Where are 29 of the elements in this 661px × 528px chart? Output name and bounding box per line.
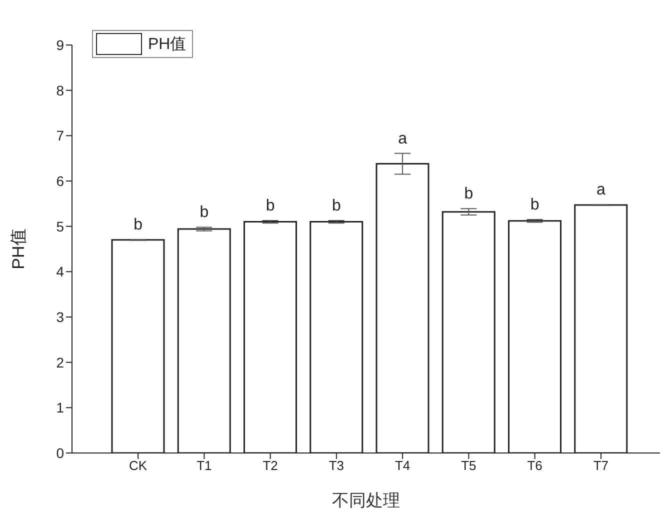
y-tick-label: 3 <box>56 308 64 325</box>
y-tick-label: 8 <box>56 82 64 98</box>
x-tick-label: T2 <box>262 458 278 474</box>
legend-label: PH值 <box>147 34 186 54</box>
x-tick-label: T4 <box>394 458 410 474</box>
annotation: a <box>596 182 606 199</box>
y-tick-label: 4 <box>56 264 64 280</box>
x-tick-label: T7 <box>593 458 609 474</box>
y-tick-label: 7 <box>56 128 64 144</box>
y-tick-label: 6 <box>56 172 64 189</box>
annotation: b <box>530 196 540 214</box>
x-tick-label: T5 <box>461 458 476 474</box>
y-tick-label: 5 <box>56 218 64 234</box>
y-tick-label: 0 <box>56 444 64 461</box>
y-tick-label: 1 <box>56 400 64 416</box>
annotation: b <box>200 204 209 222</box>
y-tick-label: 9 <box>56 36 64 53</box>
y-axis-title: PH值 <box>9 228 28 270</box>
annotation: b <box>266 197 275 214</box>
annotation: b <box>464 186 474 203</box>
annotation: a <box>398 130 408 148</box>
y-tick-label: 2 <box>56 354 64 370</box>
x-tick-label: T6 <box>527 458 542 474</box>
x-tick-label: T3 <box>328 458 344 474</box>
annotation: b <box>134 216 143 234</box>
x-tick-label: CK <box>129 458 148 474</box>
x-tick-label: T1 <box>196 458 212 474</box>
annotation: b <box>332 197 341 214</box>
x-axis-title: 不同处理 <box>332 491 400 510</box>
